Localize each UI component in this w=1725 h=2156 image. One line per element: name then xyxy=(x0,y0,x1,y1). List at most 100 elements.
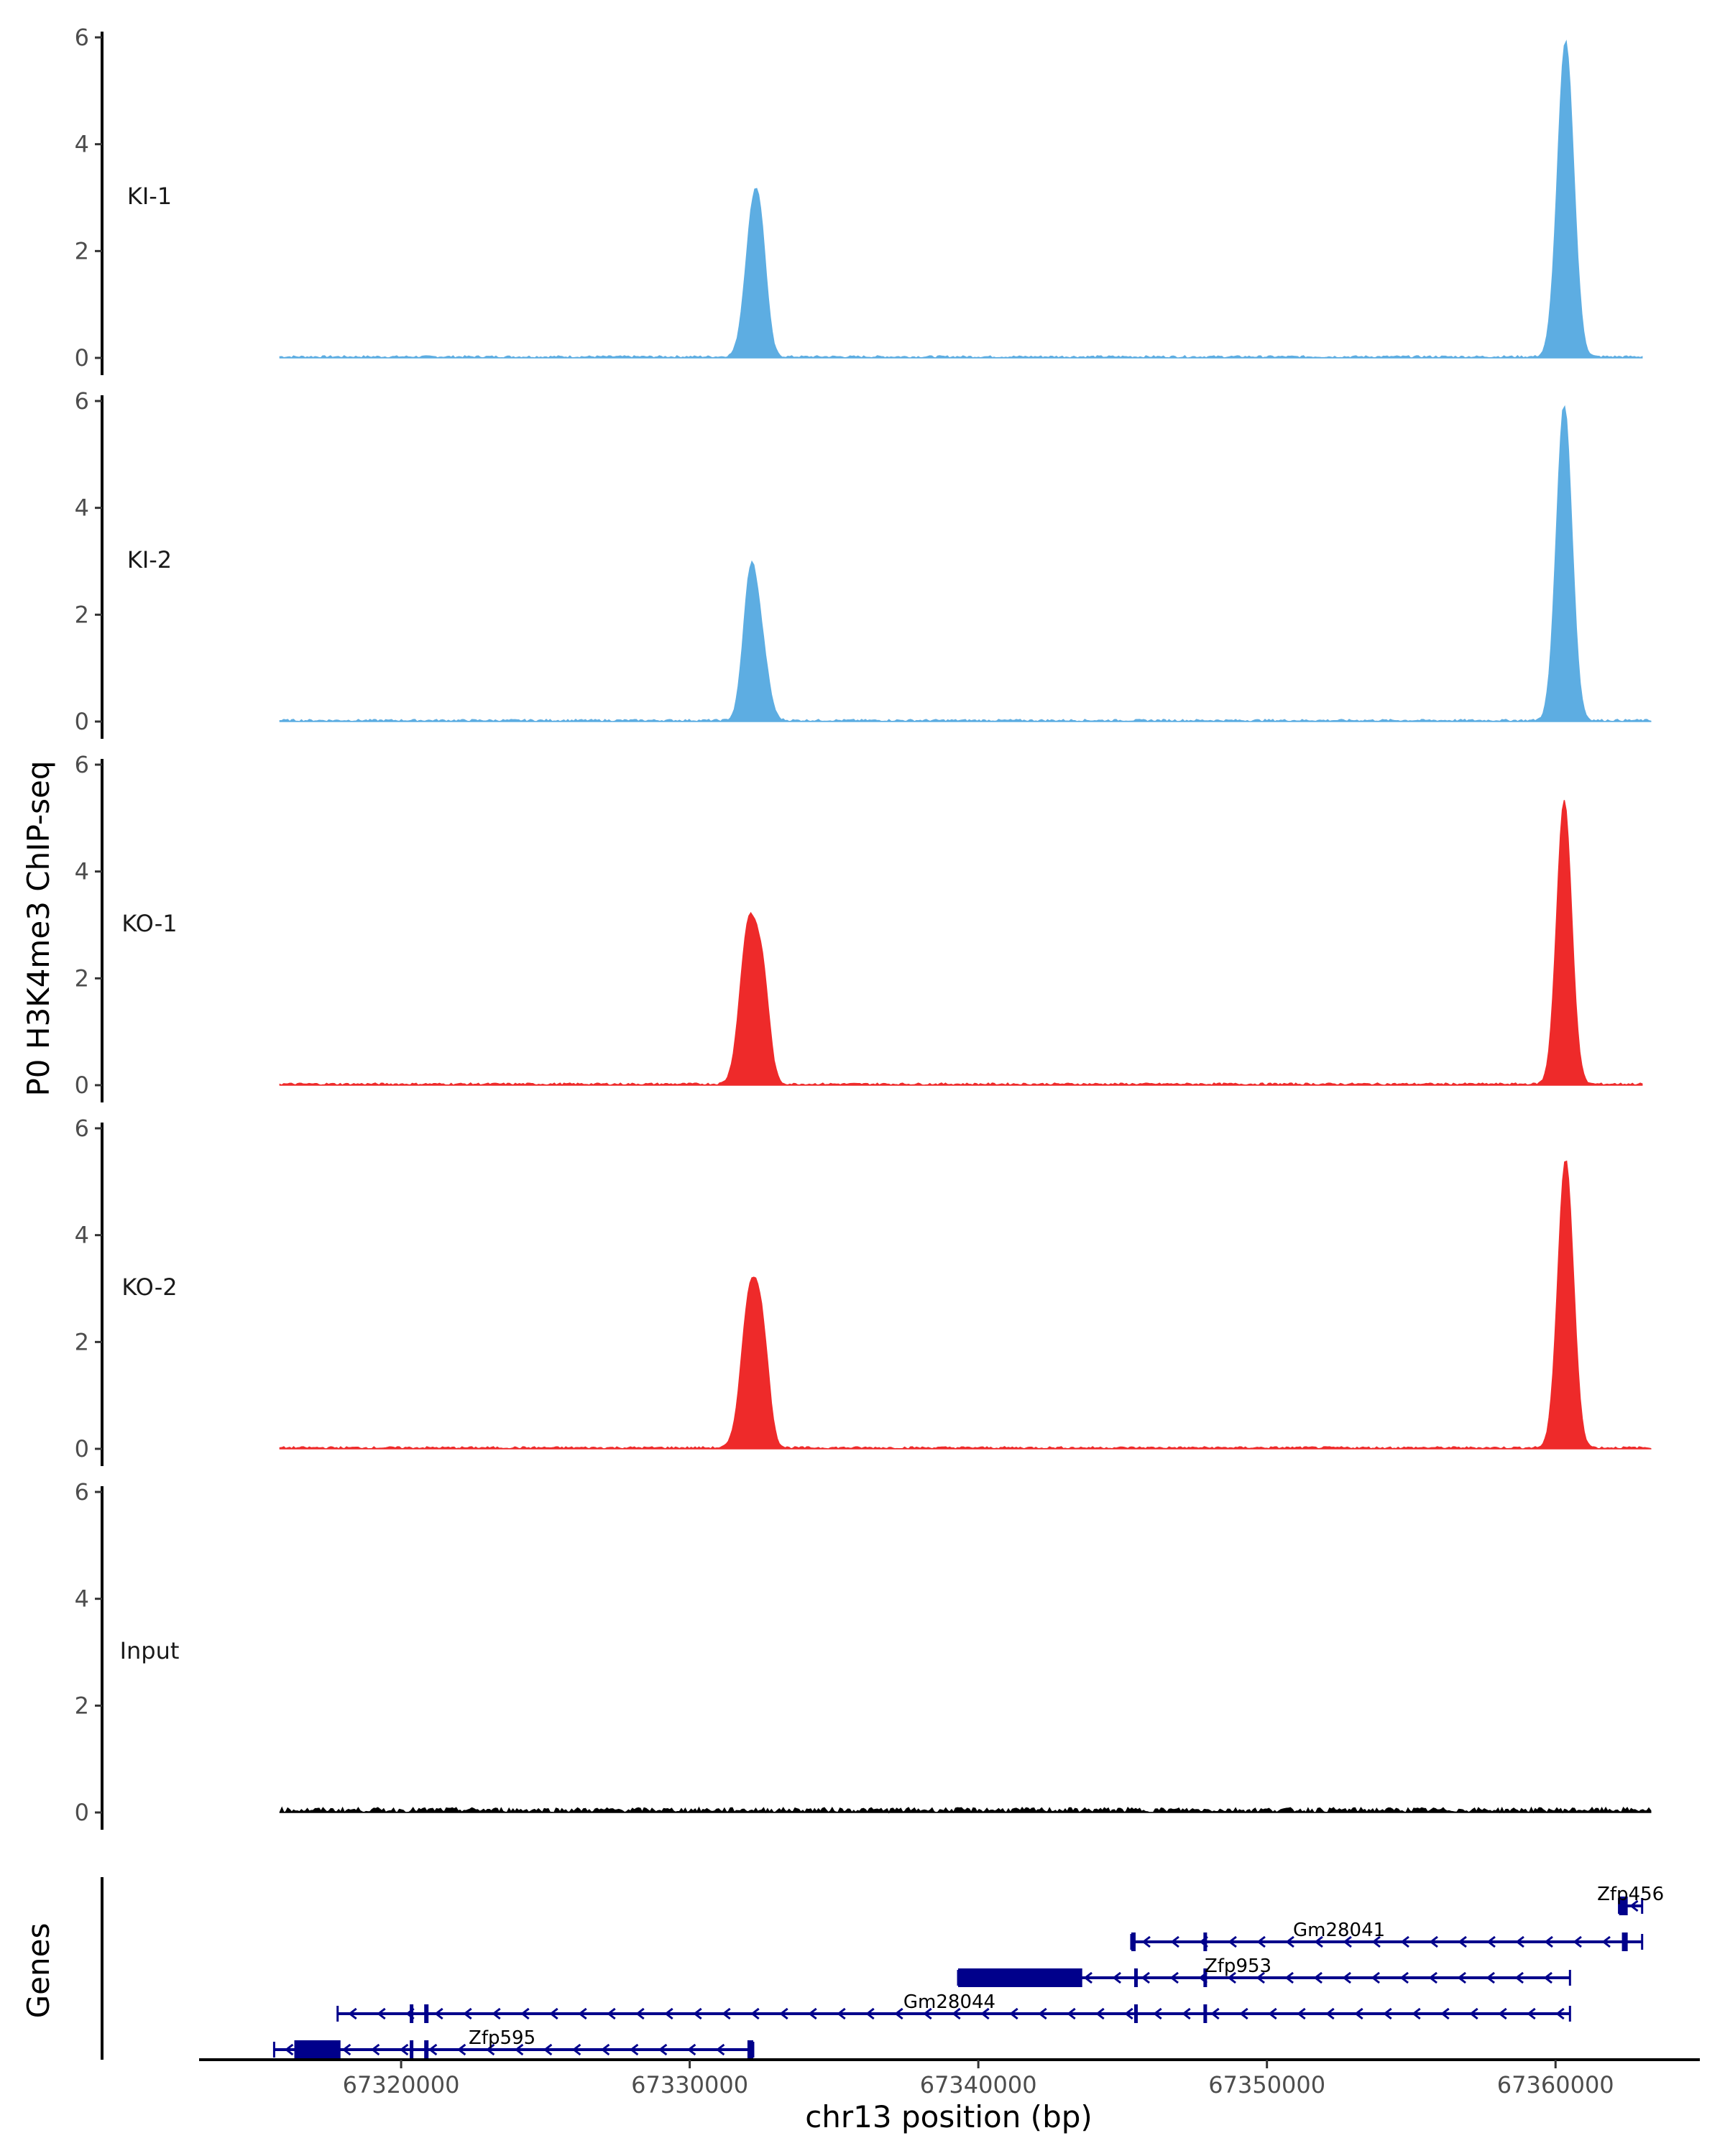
strand-arrow-icon xyxy=(1371,1971,1380,1984)
y-tick-label: 0 xyxy=(75,1435,89,1462)
strand-arrow-icon xyxy=(1124,2007,1133,2020)
gene-zfp595: Zfp595 xyxy=(272,2027,755,2059)
strand-arrow-icon xyxy=(492,2007,501,2020)
strand-arrow-icon xyxy=(1457,1971,1466,1984)
y-tick-label: 6 xyxy=(75,24,89,51)
gene-label: Gm28044 xyxy=(903,1991,995,2013)
strand-arrow-icon xyxy=(428,2043,438,2056)
y-tick-label: 2 xyxy=(75,601,89,628)
strand-arrow-icon xyxy=(1469,2007,1478,2020)
gene-gm28044: Gm28044 xyxy=(336,1991,1571,2023)
strand-arrow-icon xyxy=(952,2007,961,2020)
strand-arrow-icon xyxy=(456,2043,466,2056)
strand-arrow-icon xyxy=(1228,1935,1237,1948)
gene-exon xyxy=(1203,1932,1208,1951)
strand-arrow-icon xyxy=(1543,1971,1552,1984)
strand-arrow-icon xyxy=(1083,1971,1092,1984)
y-tick-label: 4 xyxy=(75,1585,89,1613)
strand-arrow-icon xyxy=(1515,1935,1524,1948)
strand-arrow-icon xyxy=(664,2007,673,2020)
y-tick-label: 4 xyxy=(75,494,89,522)
track-label: KI-1 xyxy=(127,183,172,210)
strand-arrow-icon xyxy=(607,2007,616,2020)
strand-arrow-icon xyxy=(571,2043,581,2056)
strand-arrow-icon xyxy=(1486,1971,1495,1984)
x-axis-ticks: 67320000 67330000 67340000 67350000 67360000 xyxy=(343,2060,1614,2099)
gene-exon xyxy=(410,2040,414,2059)
gene-label: Zfp456 xyxy=(1597,1884,1664,1905)
strand-arrow-icon xyxy=(686,2043,696,2056)
strand-arrow-icon xyxy=(1399,1971,1409,1984)
y-tick-label: 6 xyxy=(75,387,89,415)
strand-arrow-icon xyxy=(980,2007,990,2020)
gene-label: Zfp953 xyxy=(1205,1955,1271,1977)
strand-arrow-icon xyxy=(377,2007,386,2020)
y-tick-label: 0 xyxy=(75,1799,89,1826)
y-tick-label: 2 xyxy=(75,1692,89,1719)
track-ko-1: 0 2 4 6 KO-1 xyxy=(75,751,1643,1102)
gene-exon xyxy=(958,1968,1082,1987)
signal-area xyxy=(279,1806,1652,1814)
y-tick-label: 4 xyxy=(75,131,89,158)
signal-area xyxy=(279,405,1652,723)
signal-area xyxy=(279,40,1643,359)
strand-arrow-icon xyxy=(341,2043,351,2056)
x-tick-label: 67360000 xyxy=(1497,2071,1614,2099)
y-tick-label: 2 xyxy=(75,964,89,992)
strand-arrow-icon xyxy=(399,2043,409,2056)
gene-label: Gm28041 xyxy=(1293,1920,1385,1941)
gene-zfp456: Zfp456 xyxy=(1597,1884,1664,1915)
strand-arrow-icon xyxy=(1325,2007,1335,2020)
strand-arrow-icon xyxy=(543,2043,553,2056)
gene-label: Zfp595 xyxy=(469,2027,535,2049)
strand-arrow-icon xyxy=(658,2043,668,2056)
gene-exon xyxy=(1203,2004,1208,2023)
y-axis-title: P0 H3K4me3 ChIP-seq xyxy=(21,760,56,1096)
strand-arrow-icon xyxy=(1458,1935,1467,1948)
strand-arrow-icon xyxy=(1400,1935,1409,1948)
strand-arrow-icon xyxy=(1371,1935,1381,1948)
strand-arrow-icon xyxy=(1067,2007,1076,2020)
strand-arrow-icon xyxy=(1440,2007,1450,2020)
strand-arrow-icon xyxy=(1555,2007,1565,2020)
genes-layer: Zfp456 Gm28041 Zfp953 Gm28044 Zfp595 xyxy=(272,1884,1664,2059)
strand-arrow-icon xyxy=(578,2007,587,2020)
strand-arrow-icon xyxy=(635,2007,645,2020)
gene-gm28041: Gm28041 xyxy=(1130,1920,1644,1951)
strand-arrow-icon xyxy=(485,2043,495,2056)
strand-arrow-icon xyxy=(1009,2007,1018,2020)
strand-arrow-icon xyxy=(1256,1971,1265,1984)
strand-arrow-icon xyxy=(1210,2007,1220,2020)
gene-exon xyxy=(424,2040,429,2059)
strand-arrow-icon xyxy=(1498,2007,1507,2020)
strand-arrow-icon xyxy=(808,2007,817,2020)
gene-exon xyxy=(1131,1932,1136,1951)
strand-arrow-icon xyxy=(1227,1971,1236,1984)
signal-area xyxy=(279,800,1643,1087)
strand-arrow-icon xyxy=(1297,2007,1306,2020)
strand-arrow-icon xyxy=(1095,2007,1105,2020)
strand-arrow-icon xyxy=(894,2007,903,2020)
strand-arrow-icon xyxy=(722,2007,731,2020)
strand-arrow-icon xyxy=(1429,1935,1438,1948)
strand-arrow-icon xyxy=(1112,1971,1121,1984)
strand-arrow-icon xyxy=(1313,1971,1322,1984)
gene-exon xyxy=(1203,1968,1208,1987)
y-tick-label: 0 xyxy=(75,344,89,372)
strand-arrow-icon xyxy=(600,2043,610,2056)
genes-axis-title: Genes xyxy=(21,1923,56,2019)
strand-arrow-icon xyxy=(549,2007,558,2020)
y-tick-label: 0 xyxy=(75,1072,89,1099)
strand-arrow-icon xyxy=(1170,1935,1179,1948)
strand-arrow-icon xyxy=(514,2043,524,2056)
strand-arrow-icon xyxy=(1182,2007,1191,2020)
strand-arrow-icon xyxy=(693,2007,702,2020)
strand-arrow-icon xyxy=(837,2007,846,2020)
x-tick-label: 67340000 xyxy=(920,2071,1037,2099)
track-label: KO-1 xyxy=(121,910,177,937)
strand-arrow-icon xyxy=(1268,2007,1277,2020)
strand-arrow-icon xyxy=(434,2007,443,2020)
strand-arrow-icon xyxy=(284,2043,294,2056)
y-tick-label: 0 xyxy=(75,708,89,735)
strand-arrow-icon xyxy=(1573,1935,1582,1948)
